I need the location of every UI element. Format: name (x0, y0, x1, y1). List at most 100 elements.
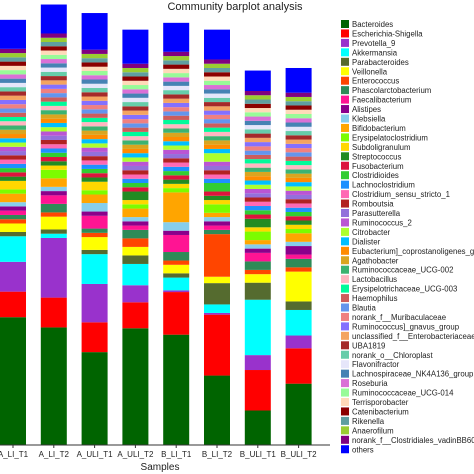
bar-segment (244, 99, 271, 104)
bar-segment (0, 172, 26, 177)
bar-segment (81, 215, 108, 229)
bar-segment (122, 85, 149, 90)
bar-segment (163, 145, 190, 150)
legend-swatch (341, 331, 349, 340)
bar-segment (244, 299, 271, 356)
bar-segment (0, 129, 26, 135)
legend-item: Ruminococcaceae_UCG-014 (341, 388, 454, 398)
bar-segment (81, 134, 108, 140)
bar-segment (122, 170, 149, 175)
legend-item: UBA1819 (341, 341, 385, 350)
legend-item: Subdoligranulum (341, 142, 411, 152)
bar-segment (285, 173, 312, 178)
bar-segment (204, 191, 230, 196)
bar-segment (40, 122, 67, 128)
legend-label: Streptococcus (352, 152, 402, 161)
legend-swatch (341, 341, 349, 350)
bar-segment (163, 90, 190, 95)
bar-segment (40, 54, 67, 60)
bar-segment (244, 210, 271, 215)
bar-segment (204, 63, 230, 68)
legend-label: Parasutterella (352, 209, 401, 218)
legend-label: Lachnoclostridium (352, 181, 415, 190)
bar-segment (81, 88, 108, 93)
bar-segment (122, 217, 149, 222)
bar-segment (40, 110, 67, 115)
bar-segment (40, 67, 67, 72)
bar-segment (285, 143, 312, 149)
bar-segment (0, 159, 26, 164)
bar-segment (122, 110, 149, 115)
bar-segment (40, 152, 67, 158)
legend: BacteroidesEscherichia-ShigellaPrevotell… (341, 20, 474, 454)
legend-swatch (341, 171, 349, 180)
legend-item: Terrisporobacter (341, 398, 409, 407)
legend-swatch (341, 114, 349, 123)
bar-segment (244, 355, 271, 371)
bar-segment (40, 131, 67, 136)
legend-item: Phascolarctobacterium (341, 86, 431, 95)
legend-item: Eubacterium]_coprostanoligenes_group (341, 246, 474, 256)
legend-label: Ruminococcaceae_UCG-002 (352, 266, 453, 275)
legend-label: Escherichia-Shigella (352, 29, 423, 38)
bar-segment (0, 74, 26, 79)
legend-item: Roseburia (341, 379, 388, 388)
bar-segment (204, 127, 230, 132)
legend-item: Catenibacterium (341, 407, 409, 416)
bar-segment (244, 167, 271, 172)
bar-segment (244, 180, 271, 185)
legend-label: Klebsiella (352, 115, 386, 124)
bar-segment (244, 252, 271, 262)
legend-item: Prevotella_9 (341, 38, 395, 48)
legend-item: Citrobacter (341, 227, 391, 237)
bar-segment (0, 168, 26, 173)
bar-segment (40, 144, 67, 149)
legend-item: norank_o__Chloroplast (341, 350, 433, 360)
legend-label: Roseburia (352, 379, 388, 388)
legend-label: norank_f__Clostridiales_vadinBB60_group (352, 436, 474, 445)
chart-title: Community barplot analysis (167, 1, 303, 13)
bar-segment (122, 119, 149, 124)
legend-swatch (341, 435, 349, 444)
bar-segment (163, 137, 190, 142)
legend-item: Ruminococcus]_gnavus_group (341, 322, 460, 331)
bar-segment (285, 67, 312, 93)
bar-segment (244, 90, 271, 96)
bar-segment (204, 174, 230, 179)
bar-segment (204, 178, 230, 184)
bar-segment (40, 84, 67, 89)
bar-segment (163, 68, 190, 74)
legend-item: Parabacteroides (341, 57, 409, 67)
bar-segment (285, 348, 312, 384)
bar-segment (40, 37, 67, 42)
bar-segment (244, 125, 271, 130)
bar-segment (0, 65, 26, 71)
legend-label: Alistipes (352, 105, 381, 114)
bar-segment (122, 221, 149, 226)
bar-segment (285, 254, 312, 259)
bar-segment (163, 230, 190, 235)
legend-label: Prevotella_9 (352, 39, 395, 48)
bar-segment (40, 157, 67, 162)
legend-item: norank_f__Clostridiales_vadinBB60_group (341, 435, 474, 445)
bar-segment (122, 255, 149, 264)
bar-segment (244, 154, 271, 160)
bar-segment (0, 176, 26, 181)
bar-segment (0, 70, 26, 75)
bar-segment (285, 309, 312, 336)
x-tick-label: A_ULI_T1 (77, 450, 114, 459)
bar-segment (0, 87, 26, 92)
bar-segment (0, 180, 26, 190)
bar-segment (40, 203, 67, 213)
legend-item: Agathobacter (341, 256, 399, 265)
bar-segment (163, 162, 190, 167)
bar-segment (163, 98, 190, 103)
bar-segment (81, 203, 108, 212)
bar-segment (204, 170, 230, 175)
bar-segment (204, 153, 230, 162)
bar-segment (122, 165, 149, 171)
legend-label: Citrobacter (352, 228, 391, 237)
bar-segment (244, 282, 271, 300)
bar-segment (81, 211, 108, 216)
